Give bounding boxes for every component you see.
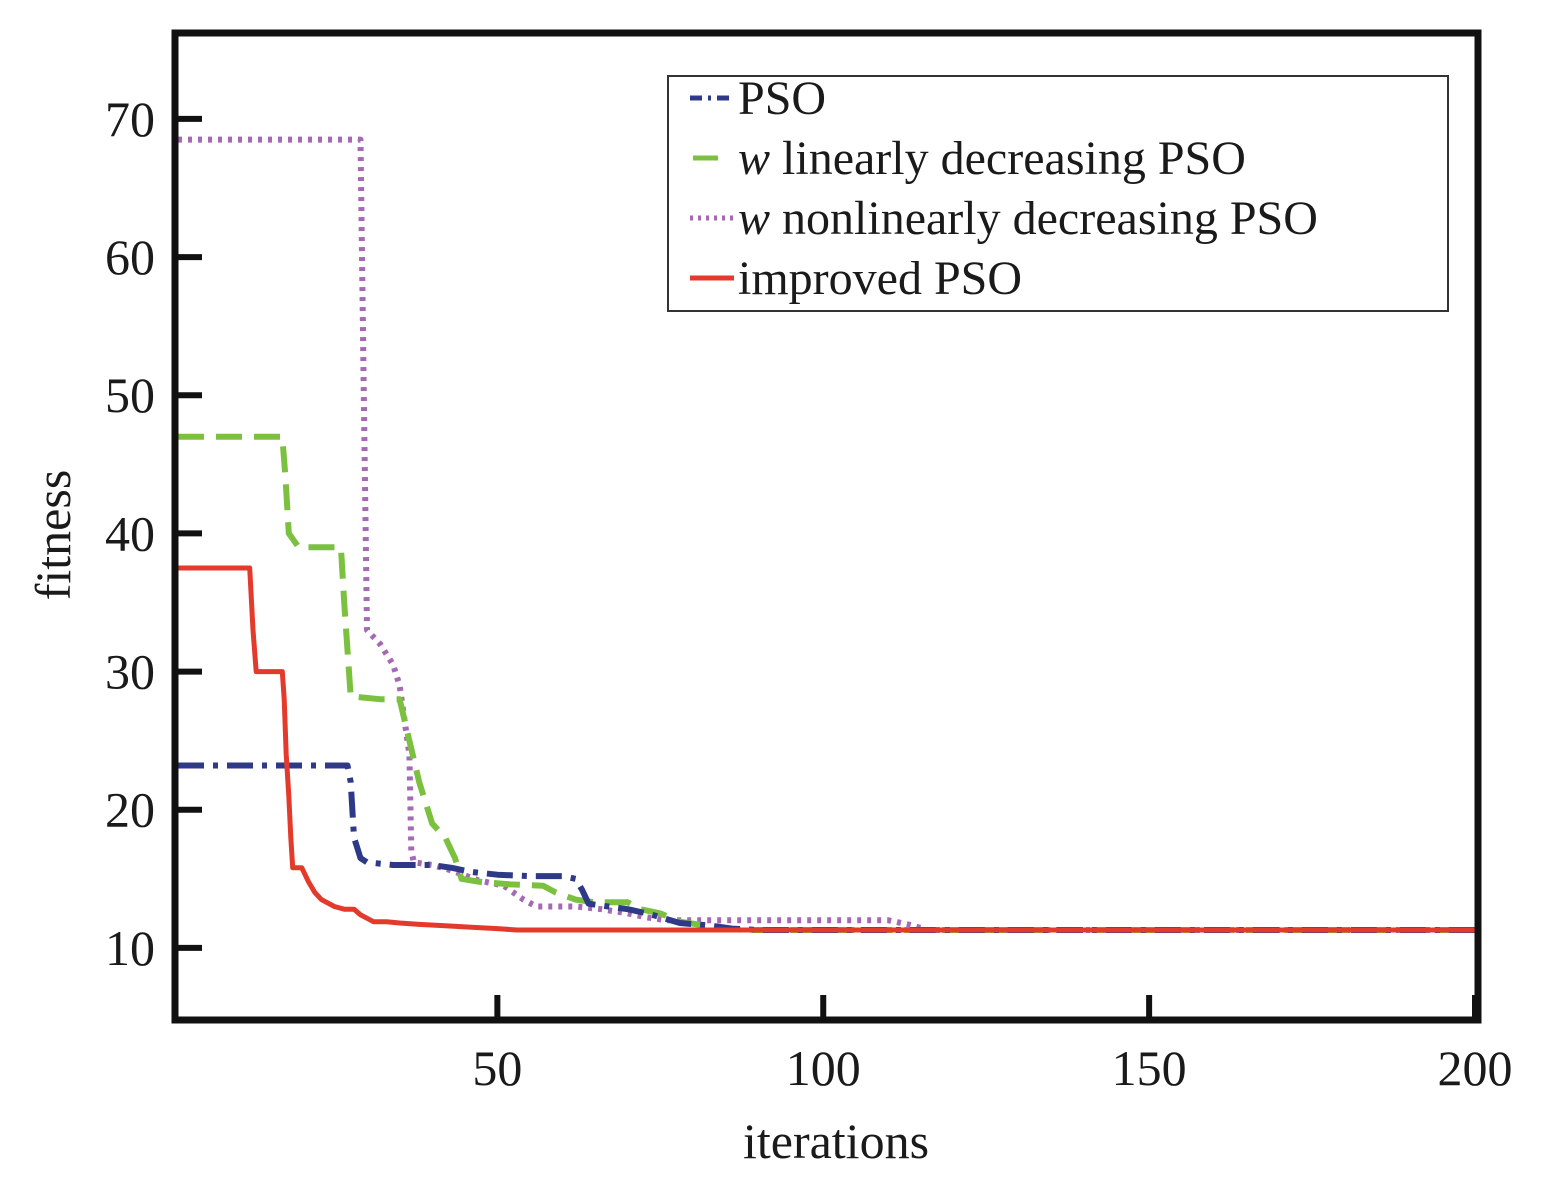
y-tick-label: 30 — [105, 644, 155, 700]
y-tick-label: 40 — [105, 505, 155, 561]
y-tick-label: 70 — [105, 91, 155, 147]
plot-area-frame — [171, 29, 1482, 1024]
x-tick-label: 200 — [1438, 1040, 1513, 1096]
y-tick-label: 60 — [105, 229, 155, 285]
x-tick-label: 150 — [1112, 1040, 1187, 1096]
y-tick-label: 10 — [105, 920, 155, 976]
legend-label-3: improved PSO — [738, 252, 1022, 305]
y-tick-label: 20 — [105, 782, 155, 838]
legend-label-2: w nonlinearly decreasing PSO — [738, 192, 1318, 245]
y-tick-label: 50 — [105, 367, 155, 423]
x-tick-label: 50 — [472, 1040, 522, 1096]
legend-label-0: PSO — [738, 72, 826, 125]
y-axis: 10 20 30 40 50 60 70 — [105, 91, 202, 976]
series-line-3 — [178, 565, 1475, 933]
x-axis: 50 100 150 200 — [472, 995, 1513, 1096]
x-axis-title: iterations — [743, 1113, 929, 1169]
legend: PSO w linearly decreasing PSO w nonlinearl… — [667, 72, 1449, 312]
series-layer — [178, 136, 1475, 933]
legend-label-1: w linearly decreasing PSO — [738, 132, 1246, 185]
y-axis-title: fitness — [25, 470, 81, 601]
x-tick-label: 100 — [786, 1040, 861, 1096]
series-line-2 — [178, 136, 1475, 933]
legend-box — [667, 75, 1449, 312]
series-line-0 — [178, 762, 1475, 933]
series-line-1 — [178, 433, 1475, 933]
